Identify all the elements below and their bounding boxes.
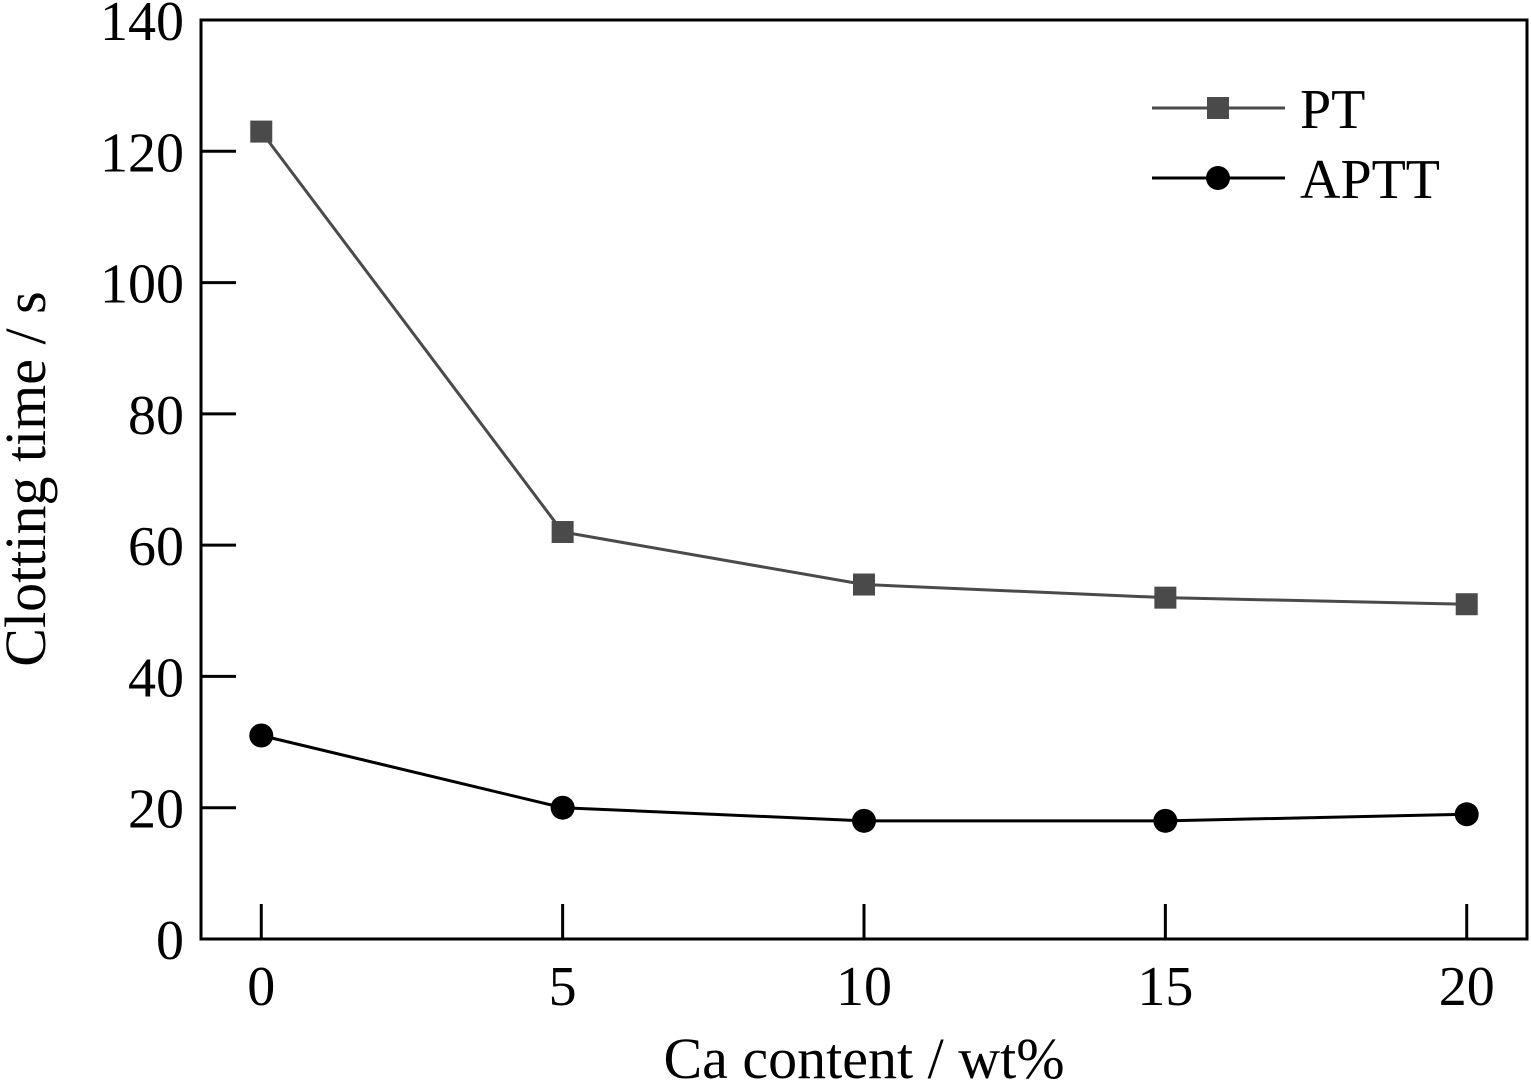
series-pt-point xyxy=(853,573,875,596)
series-aptt-point xyxy=(249,723,274,748)
series-aptt xyxy=(249,723,1479,833)
y-tick-label: 0 xyxy=(156,910,184,972)
x-axis-ticks: 0 5 10 15 20 xyxy=(247,904,1495,1018)
series-pt-point xyxy=(1154,586,1177,609)
series-aptt-point xyxy=(1153,808,1178,833)
legend-item-aptt: APTT xyxy=(1152,149,1440,211)
legend-marker-aptt xyxy=(1206,166,1230,190)
legend: PT APTT xyxy=(1152,79,1440,211)
y-tick-label: 40 xyxy=(128,647,184,709)
series-aptt-point xyxy=(852,808,876,833)
x-axis-label: Ca content / wt% xyxy=(663,1026,1064,1083)
y-tick-label: 120 xyxy=(100,122,184,184)
series-aptt-point xyxy=(1454,802,1479,827)
series-pt-line xyxy=(260,130,1467,606)
y-tick-label: 60 xyxy=(128,516,184,578)
y-axis-ticks: 0 20 40 60 80 100 120 140 xyxy=(100,0,236,972)
series-pt-point xyxy=(1455,593,1478,616)
x-tick-label: 0 xyxy=(247,956,275,1018)
x-tick-label: 20 xyxy=(1439,956,1495,1018)
x-tick-label: 10 xyxy=(836,956,892,1018)
legend-label-pt: PT xyxy=(1300,79,1365,141)
y-tick-label: 100 xyxy=(100,254,184,316)
y-tick-label: 80 xyxy=(128,385,184,447)
series-pt-point xyxy=(551,521,574,544)
series-aptt-point xyxy=(550,795,575,820)
series-aptt-line xyxy=(260,734,1467,823)
x-tick-label: 5 xyxy=(549,956,577,1018)
x-tick-label: 15 xyxy=(1137,956,1193,1018)
legend-label-aptt: APTT xyxy=(1300,149,1440,211)
series-layer xyxy=(249,120,1479,833)
legend-marker-pt xyxy=(1207,97,1229,119)
y-axis-label: Clotting time / s xyxy=(0,291,58,666)
series-pt-point xyxy=(250,120,273,143)
series-pt xyxy=(250,120,1478,616)
legend-item-pt: PT xyxy=(1152,79,1365,141)
y-tick-label: 20 xyxy=(128,779,184,841)
y-tick-label: 140 xyxy=(100,0,184,53)
